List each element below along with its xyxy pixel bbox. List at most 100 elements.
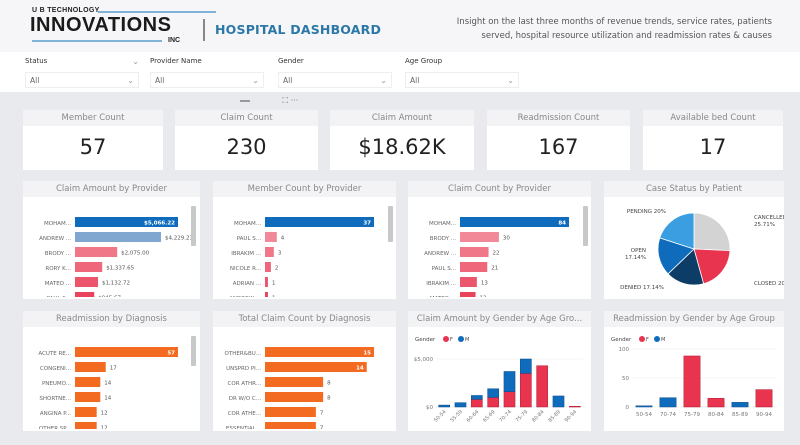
bar[interactable] [265,217,374,227]
bar[interactable] [75,422,97,432]
gender-dropdown[interactable]: All ⌄ [278,72,392,88]
column-bar-m[interactable] [635,405,653,408]
bar[interactable] [460,292,476,302]
bar[interactable] [460,277,477,287]
provider-name-dropdown[interactable]: All ⌄ [150,72,264,88]
bar-category-label: CONGENI... [40,366,71,372]
column-bar-m[interactable] [438,404,450,408]
bar[interactable] [265,407,316,417]
filter-age-group: Age Group All ⌄ [405,57,519,88]
bar-category-label: MATEO ... [45,281,71,287]
y-tick-label: 50 [622,376,629,382]
column-bar-f[interactable] [471,399,483,408]
chart-title: Claim Amount by Gender by Age Gro... [408,311,591,327]
pie-slice-closed[interactable] [693,248,731,285]
x-tick-label: 50-54 [636,412,652,418]
drag-handle-icon[interactable] [240,99,250,102]
column-bar-m[interactable] [659,397,677,408]
bar[interactable] [75,377,101,387]
x-tick-label: 80-84 [531,409,546,424]
column-bar-f[interactable] [569,405,581,408]
chevron-down-icon: ⌄ [380,75,387,85]
bar[interactable] [460,262,488,272]
column-bar-m[interactable] [471,395,483,400]
legend-marker[interactable] [458,336,464,342]
bar[interactable] [265,392,324,402]
scrollbar[interactable] [191,336,196,366]
chevron-down-icon: ⌄ [507,75,514,85]
pie-slice-cancelled[interactable] [693,212,731,252]
legend-marker[interactable] [443,336,449,342]
x-tick-label: 80-84 [708,412,724,418]
column-bar-f[interactable] [683,355,701,408]
bar[interactable] [75,362,106,372]
column-bar-f[interactable] [707,398,725,408]
x-tick-label: 90-94 [564,409,579,424]
pie-slice-pending[interactable] [659,212,695,250]
column-bar-f[interactable] [520,373,532,408]
column-bar-m[interactable] [487,388,499,398]
bar-data-label: 7 [320,411,324,417]
y-tick-label: 100 [619,347,630,353]
bar[interactable] [75,392,101,402]
chart-title: Case Status by Patient [604,181,784,197]
column-bar-f[interactable] [503,391,516,408]
pie-label: OPEN 17.14% [625,248,646,261]
bar-data-label: 4 [281,236,285,242]
legend-marker[interactable] [639,336,645,342]
bar-category-label: COR ATHR... [228,381,262,387]
bar[interactable] [265,232,277,242]
column-bar-m[interactable] [552,395,565,408]
bar[interactable] [265,362,367,372]
column-bar-m[interactable] [731,402,749,408]
bar[interactable] [75,232,161,242]
bar[interactable] [75,407,97,417]
bar[interactable] [75,247,118,257]
column-bar-f[interactable] [487,397,499,408]
bar-data-label: $5,066.22 [144,221,175,227]
bar[interactable] [75,217,178,227]
age-group-dropdown[interactable]: All ⌄ [405,72,519,88]
bar-data-label: 2 [275,266,279,272]
bar[interactable] [460,247,489,257]
chevron-down-icon[interactable]: ⌄ [132,57,139,66]
scrollbar[interactable] [583,206,588,246]
more-options-icon[interactable]: ··· [290,96,299,105]
kpi-value: 230 [226,135,267,159]
column-bar-m[interactable] [454,402,467,408]
bar[interactable] [265,247,274,257]
column-bar-m[interactable] [520,358,532,374]
bar-category-label: OTHER SP... [39,426,71,429]
column-bar-m[interactable] [503,371,516,392]
logo-rule-bottom [32,40,162,42]
hbar-chart-svg: ACUTE RE... 57 CONGENI... 17 PNEUMO... 14 SHOR… [38,347,178,432]
legend-label: M [465,337,469,343]
focus-mode-icon[interactable]: ⛶ [282,96,289,105]
bar[interactable] [75,292,95,302]
scrollbar[interactable] [388,206,393,242]
logo-rule-top [98,11,216,13]
column-bar-f[interactable] [755,389,773,408]
bar-data-label: 13 [481,281,488,287]
bar[interactable] [75,347,178,357]
kpi-claim-amount: Claim Amount $18.62K [330,110,474,170]
bar[interactable] [265,292,268,302]
bar[interactable] [265,262,271,272]
bar[interactable] [75,277,99,287]
bar[interactable] [75,262,103,272]
bar-category-label: ANDREW ... [39,236,71,242]
legend-marker[interactable] [654,336,660,342]
bar[interactable] [265,422,316,432]
column-bar-f[interactable] [536,365,548,408]
status-dropdown[interactable]: All ⌄ [25,72,139,88]
x-tick-label: 75-79 [515,409,530,424]
bar[interactable] [460,232,499,242]
chevron-down-icon: ⌄ [127,75,134,85]
scrollbar[interactable] [191,206,196,246]
bar[interactable] [265,277,268,287]
bar-category-label: NICOLE R... [230,266,261,272]
bar[interactable] [460,217,569,227]
bar[interactable] [265,347,374,357]
bar[interactable] [265,377,324,387]
